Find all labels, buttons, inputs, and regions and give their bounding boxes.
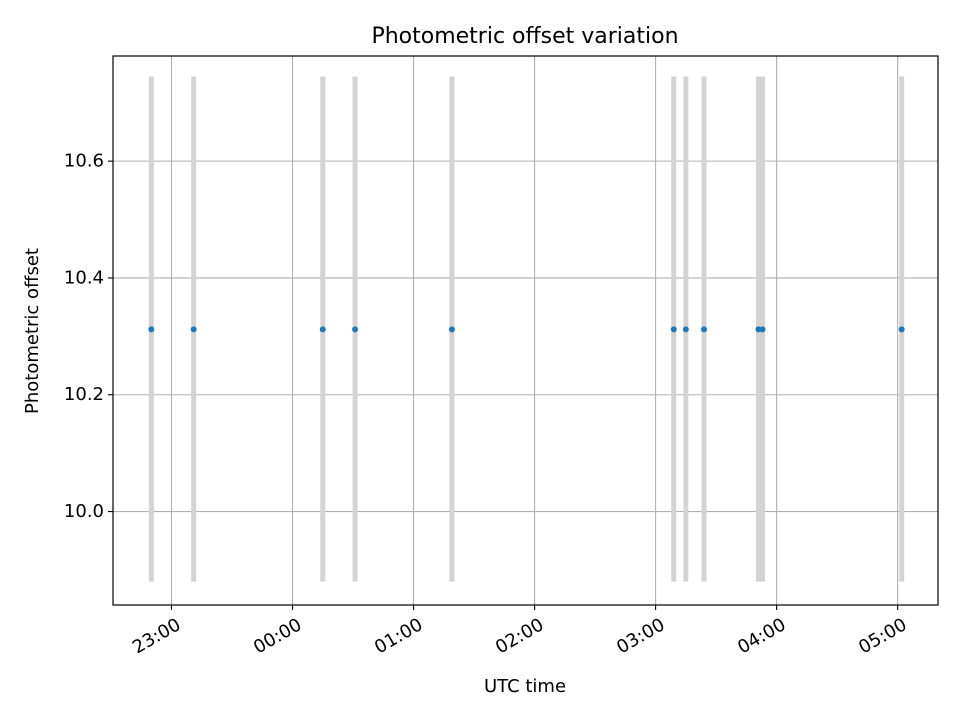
data-point: [448, 326, 455, 333]
data-point: [682, 326, 689, 333]
grid: [113, 56, 938, 605]
y-axis-ticks: 10.0 10.2 10.4 10.6: [64, 151, 113, 522]
y-tick-label: 10.4: [64, 267, 104, 288]
data-point: [759, 326, 766, 333]
data-point: [898, 326, 905, 333]
data-point: [352, 326, 359, 333]
data-point: [701, 326, 708, 333]
x-axis-label: UTC time: [484, 676, 566, 697]
data-point: [670, 326, 677, 333]
data-point: [148, 326, 155, 333]
data-point: [319, 326, 326, 333]
chart-title: Photometric offset variation: [371, 24, 678, 49]
y-tick-label: 10.0: [64, 501, 104, 522]
plot-frame: [112, 55, 939, 606]
data-point: [190, 326, 197, 333]
y-axis-label: Photometric offset: [22, 248, 43, 414]
data-points: [148, 326, 905, 333]
y-tick-label: 10.2: [64, 384, 104, 405]
y-tick-label: 10.6: [64, 151, 104, 172]
